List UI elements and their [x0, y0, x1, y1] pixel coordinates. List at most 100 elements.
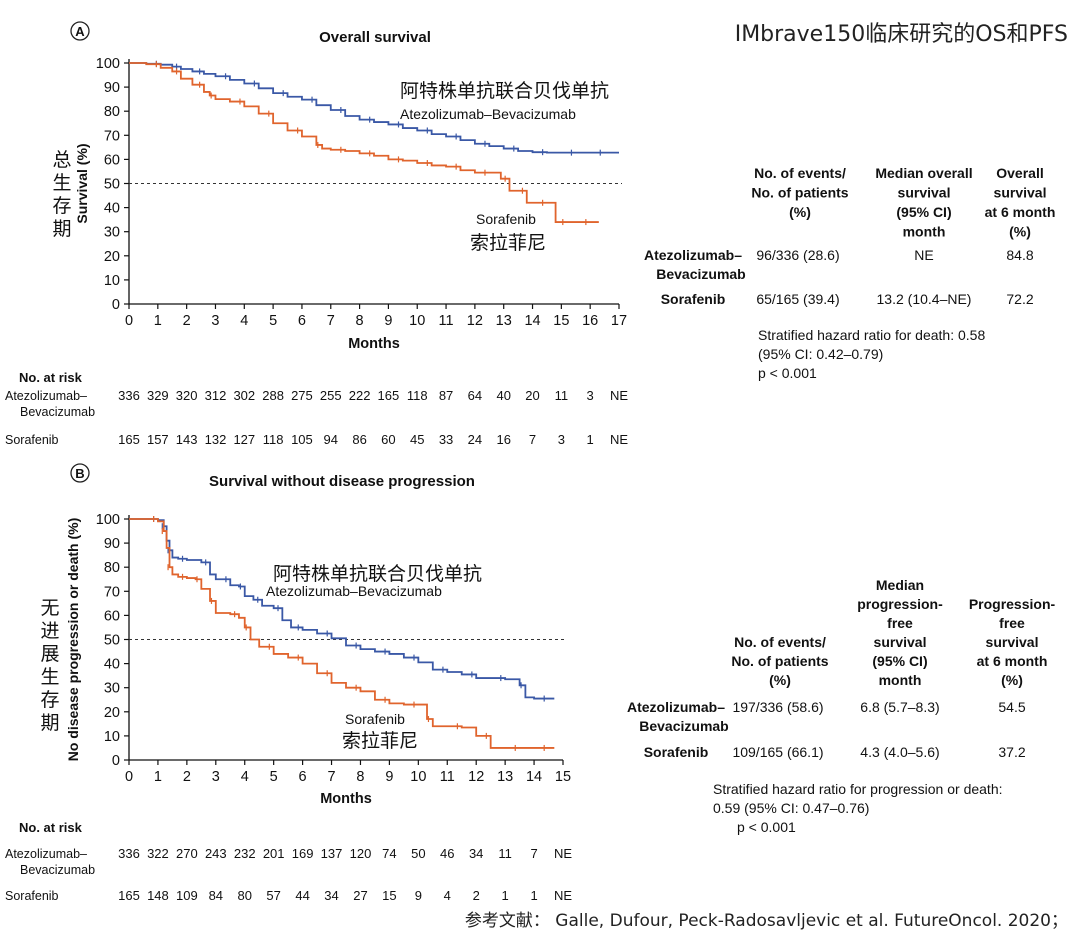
table-header-line: survival: [874, 634, 927, 650]
x-tick-label: 4: [241, 769, 249, 785]
at-risk-value: 57: [266, 888, 280, 903]
x-tick-label: 15: [553, 313, 569, 329]
at-risk-value: 34: [469, 846, 483, 861]
table-header-line: (%): [769, 672, 791, 688]
table-header-line: No. of patients: [731, 653, 828, 669]
table-cell: 197/336 (58.6): [732, 699, 823, 715]
series-label: Atezolizumab–Bevacizumab: [400, 106, 576, 122]
table-cell: 37.2: [998, 744, 1025, 760]
x-tick-label: 5: [270, 769, 278, 785]
at-risk-value: 1: [587, 432, 594, 447]
chart-title: Survival without disease progression: [209, 473, 475, 490]
at-risk-value: 109: [176, 888, 198, 903]
at-risk-value: 1: [502, 888, 509, 903]
x-tick-label: 10: [409, 313, 425, 329]
panel-badge-letter: A: [75, 24, 85, 39]
y-tick-label: 60: [104, 152, 120, 168]
at-risk-row-name: Atezolizumab–: [5, 389, 87, 403]
at-risk-value: 20: [525, 388, 539, 403]
y-axis-label-cn-char: 总: [52, 149, 71, 171]
table-header-line: (95% CI): [896, 204, 951, 220]
at-risk-row-name: Bevacizumab: [20, 863, 95, 877]
km-curve-sorafenib: [129, 518, 555, 749]
at-risk-value: 322: [147, 846, 169, 861]
at-risk-row-name: Sorafenib: [5, 889, 59, 903]
x-tick-label: 3: [211, 313, 219, 329]
x-tick-label: 12: [468, 769, 484, 785]
y-tick-label: 100: [96, 56, 120, 72]
table-header-line: month: [903, 224, 946, 240]
y-axis-label-cn-char: 生: [40, 666, 59, 688]
chart-title: Overall survival: [319, 29, 431, 46]
y-tick-label: 90: [104, 536, 120, 552]
table-cell: 4.3 (4.0–5.6): [860, 744, 939, 760]
table-header-line: progression-: [857, 596, 943, 612]
x-tick-label: 1: [154, 313, 162, 329]
at-risk-value: 50: [411, 846, 425, 861]
table-row-name: Bevacizumab: [656, 266, 745, 282]
table-header-line: No. of events/: [754, 165, 846, 181]
series-label-cn: 索拉菲尼: [342, 730, 418, 752]
table-header-line: month: [879, 672, 922, 688]
y-tick-label: 90: [104, 80, 120, 96]
at-risk-value: 4: [444, 888, 451, 903]
at-risk-value: 46: [440, 846, 454, 861]
at-risk-value: 9: [415, 888, 422, 903]
table-header-line: survival: [994, 185, 1047, 201]
series-label: Atezolizumab–Bevacizumab: [266, 583, 442, 599]
at-risk-title: No. at risk: [19, 370, 83, 385]
x-tick-label: 7: [327, 313, 335, 329]
y-tick-label: 100: [96, 512, 120, 528]
at-risk-row-name: Atezolizumab–: [5, 847, 87, 861]
y-axis-label: No disease progression or death (%): [65, 518, 81, 762]
x-tick-label: 8: [356, 769, 364, 785]
table-header-line: (%): [789, 204, 811, 220]
y-axis-label-cn-char: 期: [40, 712, 59, 734]
at-risk-value: 16: [496, 432, 510, 447]
y-tick-label: 10: [104, 729, 120, 745]
at-risk-value: 336: [118, 388, 140, 403]
x-tick-label: 2: [183, 313, 191, 329]
table-cell: 109/165 (66.1): [732, 744, 823, 760]
table-header-line: at 6 month: [977, 653, 1048, 669]
x-tick-label: 13: [496, 313, 512, 329]
x-tick-label: 8: [356, 313, 364, 329]
series-label: Sorafenib: [476, 211, 536, 227]
at-risk-value: NE: [554, 846, 572, 861]
table-header-line: free: [887, 615, 913, 631]
x-tick-label: 11: [439, 313, 454, 329]
y-tick-label: 40: [104, 201, 120, 217]
table-header-line: (%): [1009, 224, 1031, 240]
at-risk-value: NE: [610, 432, 628, 447]
at-risk-value: 86: [352, 432, 366, 447]
at-risk-value: 118: [407, 388, 428, 403]
y-axis-label-cn-char: 生: [52, 172, 71, 194]
at-risk-value: 11: [555, 388, 569, 403]
table-cell: 84.8: [1006, 247, 1033, 263]
km-curve-atezolizumab: [129, 62, 619, 154]
y-tick-label: 50: [104, 633, 120, 649]
at-risk-value: 11: [498, 846, 512, 861]
hazard-ratio-note: Stratified hazard ratio for progression …: [713, 781, 1003, 797]
at-risk-value: NE: [554, 888, 572, 903]
x-tick-label: 12: [467, 313, 483, 329]
table-header-line: No. of patients: [751, 185, 848, 201]
at-risk-value: 165: [118, 432, 140, 447]
hazard-ratio-note: 0.59 (95% CI: 0.47–0.76): [713, 800, 869, 816]
at-risk-value: 64: [468, 388, 482, 403]
x-tick-label: 4: [240, 313, 248, 329]
y-tick-label: 0: [112, 753, 120, 769]
x-tick-label: 7: [327, 769, 335, 785]
at-risk-value: 2: [473, 888, 480, 903]
at-risk-value: 201: [263, 846, 285, 861]
at-risk-value: 270: [176, 846, 198, 861]
table-row-name: Sorafenib: [661, 291, 726, 307]
y-axis-label-cn-char: 期: [52, 218, 71, 240]
table-header-line: Progression-: [969, 596, 1056, 612]
at-risk-value: 165: [118, 888, 140, 903]
series-label-cn: 索拉菲尼: [470, 232, 546, 254]
at-risk-value: 127: [233, 432, 255, 447]
at-risk-value: 143: [176, 432, 198, 447]
table-cell: 6.8 (5.7–8.3): [860, 699, 939, 715]
